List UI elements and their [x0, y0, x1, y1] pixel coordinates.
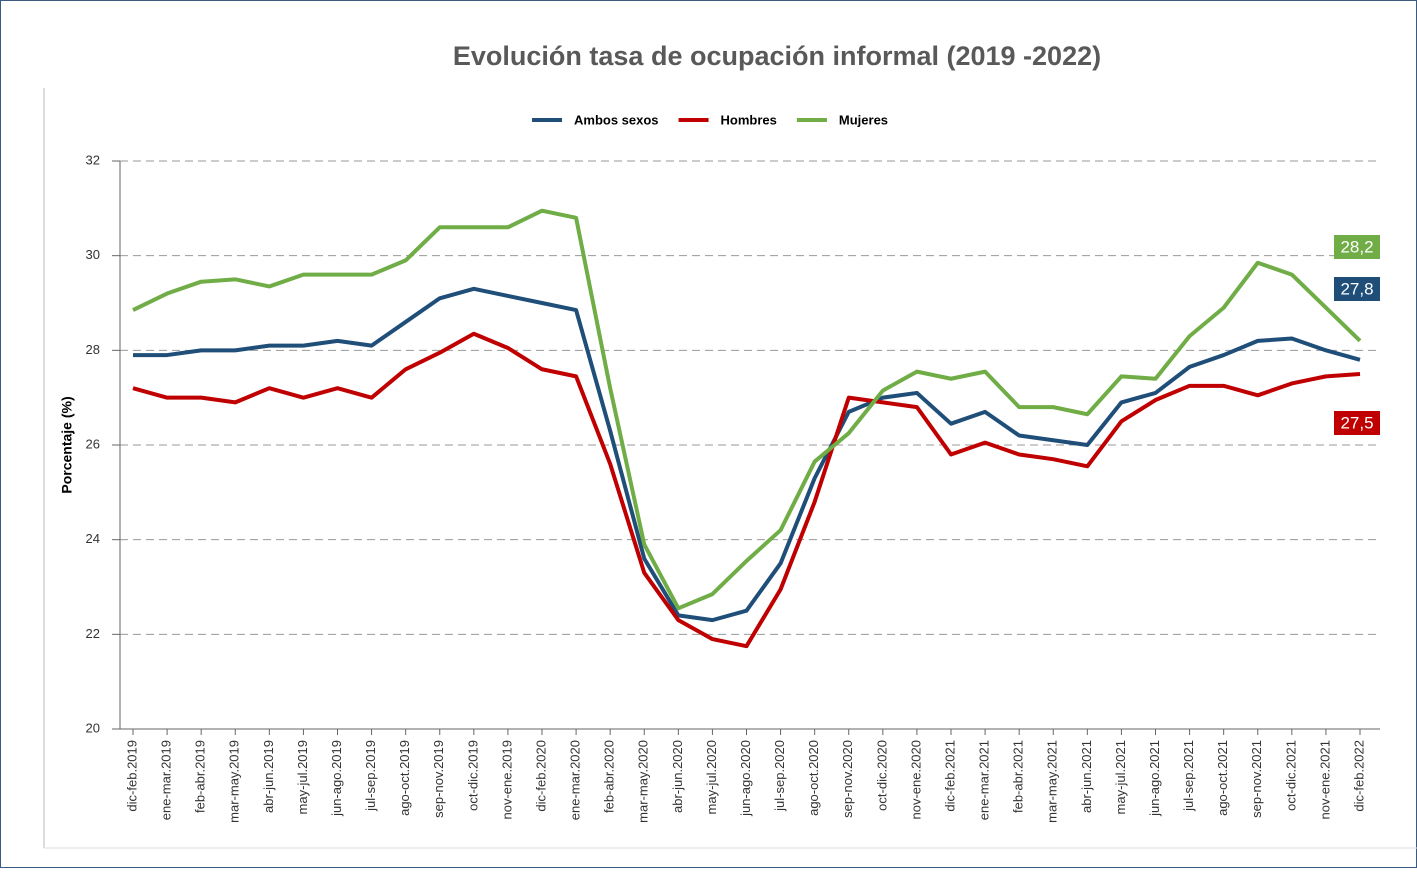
- chart-title: Evolución tasa de ocupación informal (20…: [453, 41, 1101, 71]
- x-tick-label: ene-mar.2020: [568, 740, 583, 820]
- series-line: [132, 208, 1362, 611]
- series-line: [132, 331, 1361, 649]
- y-tick-label: 32: [86, 152, 100, 167]
- y-tick-label: 20: [86, 720, 100, 735]
- x-tick-label: ago-oct.2020: [806, 740, 821, 816]
- x-tick-label: sep-nov.2019: [431, 740, 446, 818]
- x-tick-label: jul-sep.2019: [363, 740, 378, 812]
- x-tick-label: may-jul.2020: [704, 740, 719, 814]
- value-label: 27,5: [1340, 413, 1373, 432]
- x-tick-label: feb-abr.2020: [602, 740, 617, 813]
- x-tick-label: feb-abr.2019: [193, 740, 208, 813]
- x-tick-label: abr-jun.2020: [670, 740, 685, 813]
- x-tick-label: sep-nov.2021: [1249, 740, 1264, 818]
- y-tick-label: 26: [86, 436, 100, 451]
- y-axis-label: Porcentaje (%): [59, 396, 75, 493]
- y-tick-label: 24: [86, 531, 100, 546]
- legend-label: Ambos sexos: [574, 112, 659, 127]
- x-tick-label: dic-feb.2021: [942, 740, 957, 812]
- value-label: 28,2: [1340, 237, 1373, 256]
- x-tick-label: dic-feb.2020: [533, 740, 548, 812]
- x-tick-label: nov-ene.2021: [1317, 740, 1332, 820]
- value-label-box: [1334, 235, 1380, 259]
- x-tick-label: may-jul.2021: [1113, 740, 1128, 814]
- value-label-box: [1334, 411, 1380, 435]
- x-tick-label: dic-feb.2019: [124, 740, 139, 812]
- y-tick-label: 30: [86, 247, 100, 262]
- x-tick-label: jul-sep.2021: [1181, 740, 1196, 812]
- x-tick-label: oct-dic.2021: [1283, 740, 1298, 811]
- x-tick-label: jun-ago.2020: [738, 740, 753, 817]
- value-label-box: [1334, 277, 1380, 301]
- x-tick-label: abr-jun.2021: [1079, 740, 1094, 813]
- x-tick-label: mar-may.2020: [636, 740, 651, 823]
- x-tick-label: abr-jun.2019: [261, 740, 276, 813]
- x-tick-label: jun-ago.2019: [329, 740, 344, 817]
- y-tick-label: 22: [86, 626, 100, 641]
- x-tick-label: ene-mar.2021: [977, 740, 992, 820]
- x-tick-label: nov-ene.2020: [908, 740, 923, 820]
- legend-label: Hombres: [721, 112, 777, 127]
- x-tick-label: ago-oct.2021: [1215, 740, 1230, 816]
- x-tick-label: dic-feb.2022: [1351, 740, 1366, 812]
- x-tick-label: oct-dic.2019: [465, 740, 480, 811]
- x-tick-label: ago-oct.2019: [397, 740, 412, 816]
- legend-label: Mujeres: [839, 112, 888, 127]
- x-tick-label: sep-nov.2020: [840, 740, 855, 818]
- x-tick-label: may-jul.2019: [295, 740, 310, 814]
- x-tick-label: ene-mar.2019: [159, 740, 174, 820]
- x-tick-label: nov-ene.2019: [499, 740, 514, 820]
- x-tick-label: feb-abr.2021: [1011, 740, 1026, 813]
- x-tick-label: mar-may.2019: [227, 740, 242, 823]
- x-tick-label: jul-sep.2020: [772, 740, 787, 812]
- value-label: 27,8: [1340, 279, 1373, 298]
- x-tick-label: oct-dic.2020: [874, 740, 889, 811]
- x-tick-label: jun-ago.2021: [1147, 740, 1162, 817]
- x-tick-label: mar-may.2021: [1045, 740, 1060, 823]
- y-tick-label: 28: [86, 342, 100, 357]
- series-line: [133, 286, 1361, 623]
